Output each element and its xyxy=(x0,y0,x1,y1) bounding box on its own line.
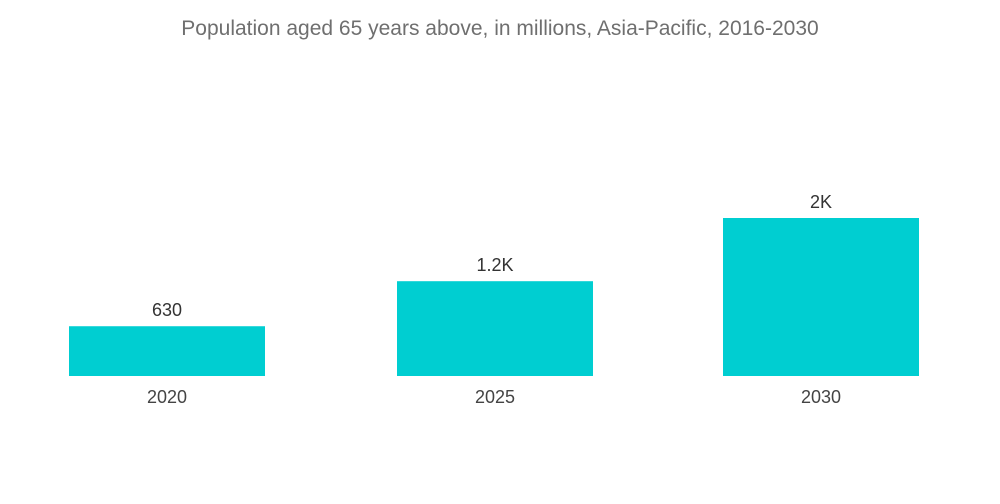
x-tick-label-2030: 2030 xyxy=(801,387,841,407)
data-label-2025: 1.2K xyxy=(476,255,513,275)
data-labels-layer: 630 1.2K 2K xyxy=(152,192,832,320)
bar-2025 xyxy=(397,281,593,376)
x-axis-tick-labels: 2020 2025 2030 xyxy=(147,387,841,407)
bar-2020 xyxy=(69,326,265,376)
data-label-2020: 630 xyxy=(152,300,182,320)
data-label-2030: 2K xyxy=(810,192,832,212)
bar-2030 xyxy=(723,218,919,376)
bars-layer xyxy=(69,218,919,376)
x-tick-label-2025: 2025 xyxy=(475,387,515,407)
chart-title: Population aged 65 years above, in milli… xyxy=(181,17,819,40)
x-tick-label-2020: 2020 xyxy=(147,387,187,407)
